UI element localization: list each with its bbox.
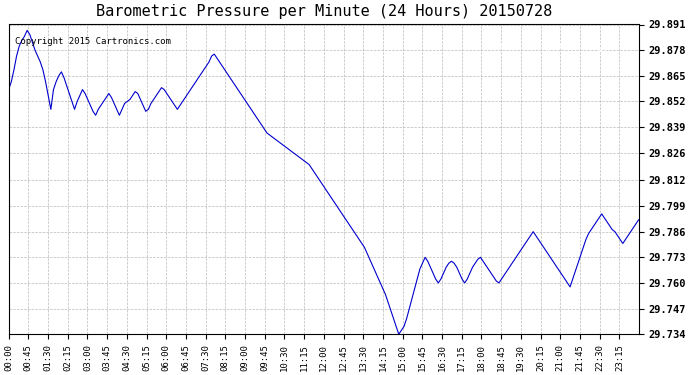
Title: Barometric Pressure per Minute (24 Hours) 20150728: Barometric Pressure per Minute (24 Hours… [95,4,552,19]
Text: Copyright 2015 Cartronics.com: Copyright 2015 Cartronics.com [15,37,171,46]
